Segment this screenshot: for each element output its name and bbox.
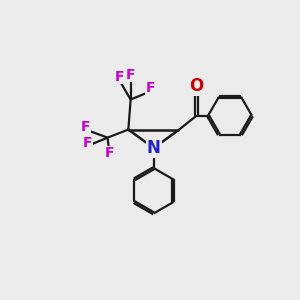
Text: F: F (126, 68, 135, 82)
Text: N: N (147, 139, 161, 157)
Text: F: F (114, 70, 124, 84)
Text: F: F (83, 136, 93, 150)
Text: O: O (189, 77, 204, 95)
Text: F: F (81, 120, 90, 134)
Text: F: F (146, 81, 155, 95)
Text: F: F (105, 146, 115, 160)
